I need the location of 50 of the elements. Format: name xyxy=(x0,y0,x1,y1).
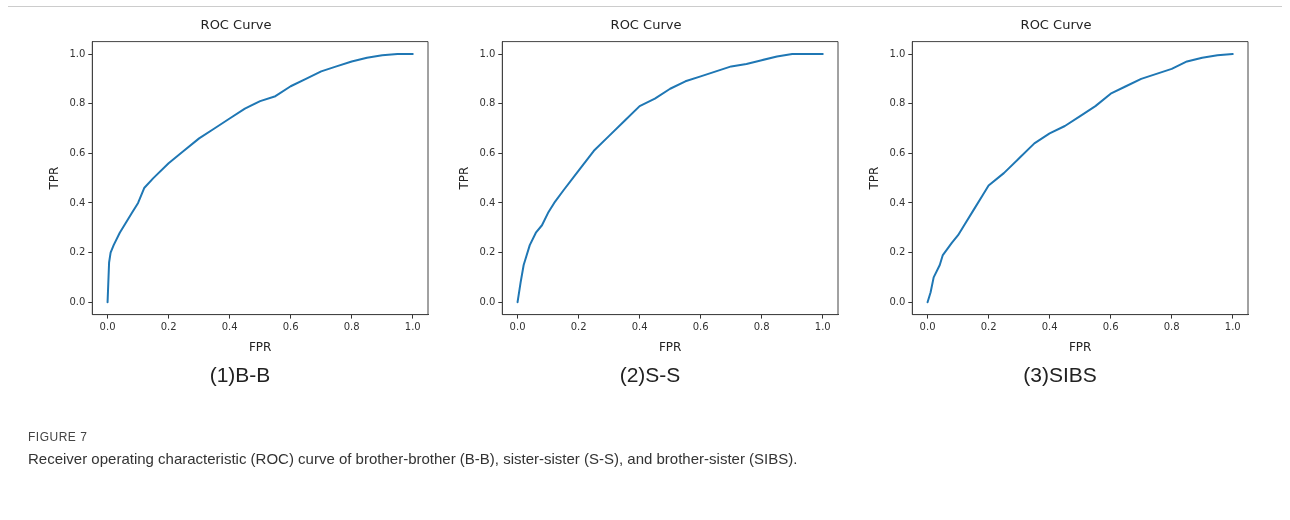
x-tick-label: 1.0 xyxy=(404,321,421,333)
y-tick-label: 0.6 xyxy=(69,146,86,158)
x-tick-label: 0.8 xyxy=(1163,321,1180,333)
x-tick-label: 0.4 xyxy=(1041,321,1058,333)
y-axis-title: TPR xyxy=(867,166,882,191)
x-tick-label: 0.0 xyxy=(919,321,936,333)
y-tick-label: 0.6 xyxy=(889,146,906,158)
chart-title: ROC Curve xyxy=(1020,17,1092,33)
x-tick-label: 0.6 xyxy=(1102,321,1119,333)
text: (3)SIBS xyxy=(1022,363,1098,387)
y-tick-label: 0.2 xyxy=(889,246,906,258)
y-tick-label: 1.0 xyxy=(479,47,496,59)
x-axis-title: FPR xyxy=(658,339,682,354)
x-tick-label: 0.0 xyxy=(99,321,116,333)
chart-title: ROC Curve xyxy=(610,17,682,33)
y-axis-title: TPR xyxy=(47,166,62,191)
y-tick-label: 0.4 xyxy=(479,196,496,208)
x-tick-label: 0.6 xyxy=(692,321,709,333)
x-tick-label: 1.0 xyxy=(1224,321,1241,333)
y-tick-label: 1.0 xyxy=(69,47,86,59)
caption: FIGURE 7 xyxy=(28,430,89,444)
x-tick-label: 0.2 xyxy=(570,321,587,333)
y-axis-title: TPR xyxy=(457,166,472,191)
text: Receiver operating characteristic (ROC) curve of brother-brother (B-B), sister-sister (S-S), and brother-sister (SIBS). xyxy=(28,450,799,467)
y-tick-label: 0.8 xyxy=(69,97,86,109)
x-tick-label: 0.4 xyxy=(221,321,238,333)
x-tick-label: 0.2 xyxy=(160,321,177,333)
x-axis-title: FPR xyxy=(248,339,272,354)
y-tick-label: 0.0 xyxy=(479,295,496,307)
y-tick-label: 0.0 xyxy=(69,295,86,307)
y-tick-label: 1.0 xyxy=(889,47,906,59)
x-tick-label: 1.0 xyxy=(814,321,831,333)
y-tick-label: 0.2 xyxy=(69,246,86,258)
text: (1)B-B xyxy=(208,363,272,387)
y-tick-label: 0.2 xyxy=(479,246,496,258)
y-tick-label: 0.4 xyxy=(889,196,906,208)
y-tick-label: 0.8 xyxy=(889,97,906,109)
y-tick-label: 0.8 xyxy=(479,97,496,109)
chart-title: ROC Curve xyxy=(200,17,272,33)
y-tick-label: 0.4 xyxy=(69,196,86,208)
x-tick-label: 0.6 xyxy=(282,321,299,333)
x-axis-title: FPR xyxy=(1068,339,1092,354)
x-tick-label: 0.4 xyxy=(631,321,648,333)
text: (2)S-S xyxy=(618,363,682,387)
x-tick-label: 0.8 xyxy=(343,321,360,333)
x-tick-label: 0.2 xyxy=(980,321,997,333)
x-tick-label: 0.0 xyxy=(509,321,526,333)
y-tick-label: 0.6 xyxy=(479,146,496,158)
x-tick-label: 0.8 xyxy=(753,321,770,333)
y-tick-label: 0.0 xyxy=(889,295,906,307)
